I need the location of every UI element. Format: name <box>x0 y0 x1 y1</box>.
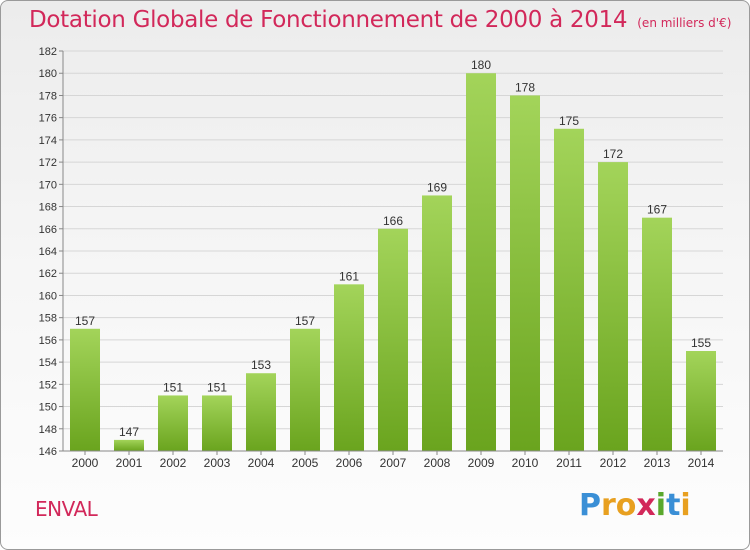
x-tick-label: 2007 <box>380 456 407 470</box>
data-label: 172 <box>603 147 623 161</box>
x-tick-label: 2000 <box>72 456 99 470</box>
bar-2002 <box>158 395 188 451</box>
y-tick-label: 172 <box>39 157 57 169</box>
data-label: 169 <box>427 180 447 194</box>
x-tick-label: 2005 <box>292 456 319 470</box>
y-tick-label: 150 <box>39 402 57 414</box>
y-tick-label: 178 <box>39 90 57 102</box>
y-tick-label: 152 <box>39 379 57 391</box>
bar-2011 <box>554 128 584 451</box>
x-tick-label: 2011 <box>556 456 582 470</box>
data-label: 151 <box>207 380 227 394</box>
y-tick-label: 164 <box>39 246 57 258</box>
logo-letter: i <box>680 488 691 523</box>
x-tick-label: 2009 <box>468 456 495 470</box>
y-tick-label: 176 <box>39 113 57 125</box>
x-tick-label: 2002 <box>160 456 187 470</box>
bar-2000 <box>70 328 100 451</box>
x-tick-label: 2006 <box>336 456 363 470</box>
chart-title-text: Dotation Globale de Fonctionnement de 20… <box>29 7 628 33</box>
bar-2001 <box>114 439 144 451</box>
x-tick-label: 2003 <box>204 456 231 470</box>
data-label: 161 <box>339 269 359 283</box>
y-tick-label: 162 <box>39 268 57 280</box>
data-label: 157 <box>295 314 315 328</box>
data-label: 153 <box>251 358 271 372</box>
y-tick-label: 148 <box>39 424 57 436</box>
logo-letter: P <box>579 488 601 523</box>
y-tick-label: 180 <box>39 68 57 80</box>
y-tick-label: 156 <box>39 335 57 347</box>
logo-letter: x <box>636 488 656 523</box>
data-label: 157 <box>75 314 95 328</box>
logo-letter: i <box>655 488 667 523</box>
logo-letter: r <box>601 488 616 523</box>
bar-2010 <box>510 95 540 451</box>
commune-name: ENVAL <box>35 497 98 521</box>
y-tick-label: 146 <box>39 446 57 458</box>
bar-2008 <box>422 195 452 451</box>
bar-2004 <box>246 373 276 451</box>
data-label: 151 <box>163 380 183 394</box>
x-tick-label: 2010 <box>512 456 539 470</box>
y-tick-label: 154 <box>39 357 57 369</box>
x-tick-label: 2012 <box>600 456 627 470</box>
bar-2003 <box>202 395 232 451</box>
x-tick-label: 2001 <box>116 456 143 470</box>
logo-letter: o <box>615 488 637 523</box>
bar-2007 <box>378 228 408 451</box>
bar-2005 <box>290 328 320 451</box>
proxiti-logo: Proxiti <box>579 488 691 523</box>
data-label: 167 <box>647 203 667 217</box>
bar-2013 <box>642 217 672 451</box>
data-label: 178 <box>515 80 535 94</box>
data-label: 155 <box>691 336 711 350</box>
bars: 157 147 151 151 153 157 161 166 169 180 178 175 172 1… <box>70 58 716 451</box>
logo-letter: t <box>666 488 681 523</box>
data-label: 147 <box>119 425 139 439</box>
bar-2006 <box>334 284 364 451</box>
y-tick-label: 170 <box>39 179 57 191</box>
x-tick-label: 2014 <box>688 456 715 470</box>
data-label: 180 <box>471 58 491 72</box>
bar-2009 <box>466 73 496 451</box>
unit-label: (en milliers d'€) <box>637 16 732 30</box>
chart-title: Dotation Globale de Fonctionnement de 20… <box>29 7 731 33</box>
axes: 146 148 150 152 154 156 158 160 162 164 166 168 170 1… <box>39 46 723 470</box>
bar-2014 <box>686 351 716 451</box>
y-tick-label: 174 <box>39 135 57 147</box>
data-label: 175 <box>559 114 579 128</box>
x-tick-label: 2004 <box>248 456 275 470</box>
bar-2012 <box>598 162 628 451</box>
y-tick-label: 182 <box>39 46 57 58</box>
x-tick-label: 2013 <box>644 456 671 470</box>
y-tick-label: 166 <box>39 224 57 236</box>
data-label: 166 <box>383 214 403 228</box>
y-tick-label: 168 <box>39 202 57 214</box>
x-tick-label: 2008 <box>424 456 451 470</box>
y-tick-label: 160 <box>39 290 57 302</box>
y-tick-label: 158 <box>39 313 57 325</box>
